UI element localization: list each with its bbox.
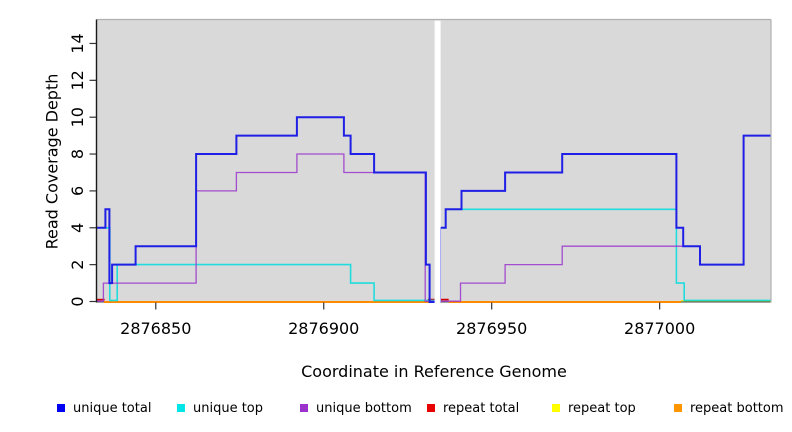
x-tick-label: 2876850 (120, 319, 191, 338)
legend-label: unique total (73, 400, 152, 416)
y-tick-label: 8 (68, 149, 87, 159)
x-tick-label: 2876950 (456, 319, 527, 338)
x-axis-title: Coordinate in Reference Genome (301, 362, 567, 381)
legend-label: unique bottom (316, 400, 412, 416)
y-tick-label: 12 (68, 70, 87, 90)
y-tick-label: 2 (68, 260, 87, 270)
legend-item-unique-bottom: unique bottom (300, 400, 412, 416)
legend: unique total unique top unique bottom repea… (0, 400, 792, 420)
series-unique-top (97, 208, 771, 302)
coverage-gap (434, 20, 441, 307)
series-unique-total (97, 116, 771, 303)
legend-swatch-icon (57, 404, 65, 412)
y-tick-label: 10 (68, 107, 87, 127)
legend-item-repeat-total: repeat total (427, 400, 519, 416)
legend-item-repeat-top: repeat top (552, 400, 636, 416)
legend-item-unique-total: unique total (57, 400, 151, 416)
legend-swatch-icon (674, 404, 682, 412)
legend-swatch-icon (177, 404, 185, 412)
x-tick-label: 2876900 (288, 319, 359, 338)
legend-item-unique-top: unique top (177, 400, 263, 416)
y-tick-label: 4 (68, 223, 87, 233)
plot-area (97, 19, 771, 303)
legend-label: repeat total (443, 400, 520, 416)
y-tick-label: 0 (68, 296, 87, 306)
legend-swatch-icon (300, 404, 308, 412)
y-tick-label: 6 (68, 186, 87, 196)
legend-swatch-icon (552, 404, 560, 412)
y-axis-title: Read Coverage Depth (42, 73, 62, 250)
legend-label: repeat bottom (690, 400, 784, 416)
x-tick-label: 2877000 (624, 319, 695, 338)
y-tick-label: 14 (68, 33, 87, 53)
legend-swatch-icon (427, 404, 435, 412)
legend-label: unique top (193, 400, 264, 416)
legend-item-repeat-bottom: repeat bottom (674, 400, 784, 416)
legend-label: repeat top (568, 400, 636, 416)
